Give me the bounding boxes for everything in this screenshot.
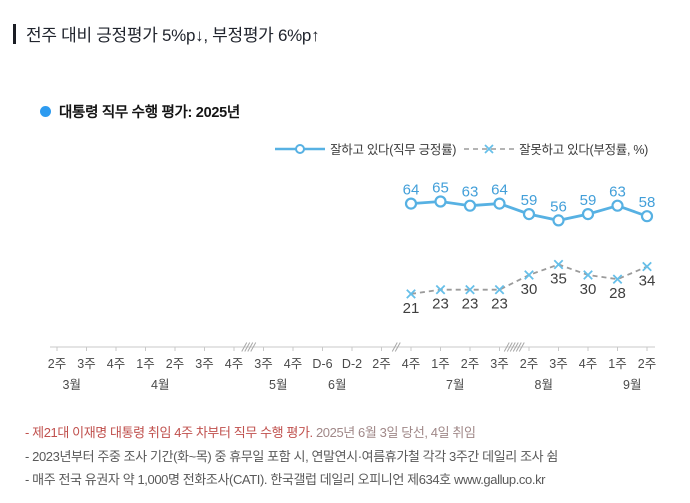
month-label: 9월 [623,378,641,392]
axis-break-icon [503,342,510,352]
x-tick-label: 4주 [284,357,302,371]
x-tick-label: 1주 [431,357,449,371]
month-label: 8월 [535,378,553,392]
x-tick-label: D-6 [312,357,332,371]
month-label: 6월 [328,378,346,392]
x-tick-label: 4주 [107,357,125,371]
negative-line-sample-icon [464,143,515,154]
data-point-marker [642,261,652,272]
x-tick-label: 2주 [372,357,390,371]
x-tick-label: D-2 [342,357,362,371]
legend-item-positive: 잘하고 있다(직무 긍정률) [274,139,456,158]
value-label: 64 [491,182,508,199]
data-point-marker [435,284,446,295]
data-point-marker [463,199,477,212]
footnote-line-3: - 매주 전국 유권자 약 1,000명 전화조사(CATI). 한국갤럽 데일… [25,472,546,487]
x-tick-label: 2주 [461,357,479,371]
value-label: 30 [580,281,597,298]
x-tick-label: 3주 [254,357,272,371]
x-tick-label: 2주 [520,357,538,371]
value-label: 23 [491,296,508,313]
value-label: 21 [403,300,420,317]
x-tick-label: 3주 [490,357,508,371]
data-point-marker [581,207,595,221]
data-point-marker [612,274,623,285]
footnotes: - 제21대 이재명 대통령 취임 4주 차부터 직무 수행 평가. 2025년… [25,421,558,492]
value-label: 59 [580,192,597,209]
month-label: 4월 [151,378,169,392]
month-label: 7월 [446,378,464,392]
axis-break-icon [250,342,257,352]
data-point-marker [465,284,475,295]
chart-plot: 2주 3주 4주 1주 2주 3주 4주 3주 4주 D-6 D-2 2주 4주 1주 2주 3주 2주 3주 4주… [48,180,656,393]
headline-text: 전주 대비 긍정평가 5%p↓, 부정평가 6%p↑ [26,26,320,45]
axis-break-icon [391,342,398,352]
x-tick-label: 3주 [549,357,567,371]
month-label: 5월 [269,378,287,392]
data-point-marker [434,195,447,208]
legend-item-negative: 잘못하고 있다(부정률, %) [463,139,648,158]
axis-break-icon [515,342,522,352]
value-label: 58 [639,194,656,211]
x-tick-label: 2주 [638,357,656,371]
axis-break-icon [241,342,248,352]
axis-break-icon [506,342,513,352]
data-point-marker [406,289,416,299]
value-label: 64 [403,182,420,199]
axis-break-icon [512,342,519,352]
axis-break-icon [518,342,525,352]
value-label: 30 [521,281,538,298]
value-label: 56 [550,198,567,215]
value-label: 35 [550,271,567,288]
x-tick-label: 2주 [48,357,66,371]
data-point-marker [522,207,536,221]
value-label: 28 [609,285,626,302]
headline: 전주 대비 긍정평가 5%p↓, 부정평가 6%p↑ [13,21,320,46]
footnote-1-red: - 제21대 이재명 대통령 취임 4주 차부터 직무 수행 평가. [25,425,313,440]
data-point-marker [552,214,565,227]
chart-legend: 잘하고 있다(직무 긍정률) 잘못하고 있다(부정률, %) [274,139,648,158]
footnote-line-2: - 2023년부터 주중 조사 기간(화~목) 중 휴무일 포함 시, 연말연시… [25,448,558,464]
axis-break-icon [247,342,254,352]
value-label: 59 [521,192,538,209]
x-tick-label: 1주 [608,357,626,371]
x-tick-label: 1주 [136,357,154,371]
footnote-line-1: - 제21대 이재명 대통령 취임 4주 차부터 직무 수행 평가. 2025년… [25,421,558,445]
data-point-marker [640,210,654,223]
value-label: 63 [462,184,479,201]
axis-break-icon [509,342,516,352]
positive-line-sample-icon [275,143,326,154]
data-point-marker [553,259,564,270]
value-label: 65 [432,180,449,197]
value-label: 23 [462,296,479,313]
x-tick-label: 4주 [579,357,597,371]
value-label: 34 [639,273,656,290]
data-point-marker [493,197,506,210]
x-tick-label: 4주 [225,357,243,371]
data-point-marker [494,284,505,295]
footnote-1-rest: 2025년 6월 3일 당선, 4일 취임 [312,425,476,440]
headline-bar [13,23,16,44]
chart-title-text: 대통령 직무 수행 평가: 2025년 [59,105,240,121]
data-point-marker [583,270,593,280]
value-label: 63 [609,184,626,201]
x-tick-label: 3주 [195,357,213,371]
axis-break-icon [244,342,251,352]
data-point-marker [524,270,534,280]
blue-dot-icon [40,106,51,117]
axis-break-icon [394,342,401,352]
x-tick-label: 3주 [77,357,95,371]
data-point-marker [404,197,418,210]
legend-label-positive: 잘하고 있다(직무 긍정률) [330,143,457,157]
legend-label-negative: 잘못하고 있다(부정률, %) [519,143,648,157]
value-label: 23 [432,296,449,313]
chart-title: 대통령 직무 수행 평가: 2025년 [40,101,240,122]
x-tick-label: 4주 [402,357,420,371]
month-label: 3월 [63,378,81,392]
x-tick-label: 2주 [166,357,184,371]
data-point-marker [611,199,624,212]
